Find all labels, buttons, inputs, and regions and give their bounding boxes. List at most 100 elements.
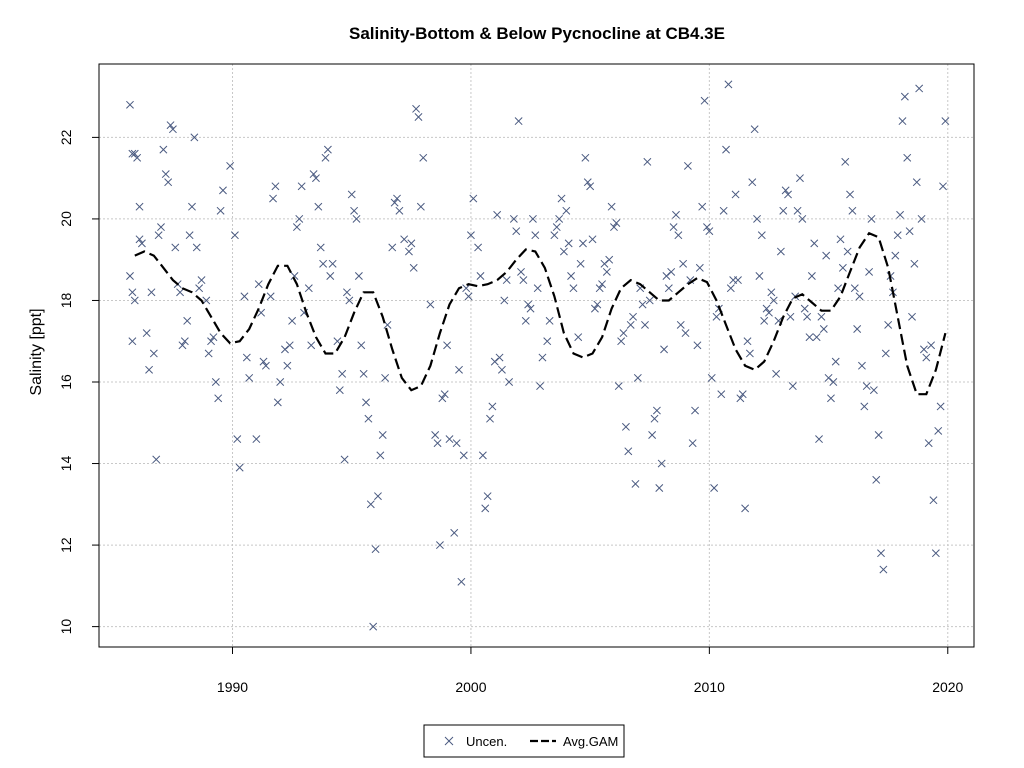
data-point <box>626 320 635 329</box>
data-point <box>598 280 607 289</box>
data-point <box>147 288 156 297</box>
data-point <box>290 272 299 280</box>
data-point <box>877 549 885 558</box>
data-point <box>526 304 535 313</box>
data-point <box>652 406 661 415</box>
legend-marker-uncen <box>444 736 454 746</box>
data-point <box>843 247 852 256</box>
data-point <box>450 528 459 537</box>
data-point <box>369 622 378 631</box>
data-point <box>884 320 893 329</box>
data-point <box>226 161 235 170</box>
data-point <box>881 349 890 358</box>
data-point <box>569 284 578 293</box>
data-point <box>629 312 638 321</box>
data-point <box>826 394 835 403</box>
gam-line <box>134 231 947 396</box>
data-point <box>481 504 490 513</box>
data-point <box>638 300 647 309</box>
data-point <box>364 414 373 423</box>
data-point <box>919 345 928 354</box>
data-point <box>266 292 275 301</box>
data-point <box>469 194 478 203</box>
data-point <box>276 378 285 386</box>
data-point <box>779 206 788 215</box>
data-point <box>564 239 573 248</box>
data-point <box>617 337 626 346</box>
data-point <box>195 284 204 293</box>
data-point <box>133 153 142 162</box>
data-point <box>211 378 220 386</box>
data-point <box>142 329 151 338</box>
data-point <box>865 267 874 276</box>
data-point <box>712 312 721 321</box>
data-point <box>457 577 466 586</box>
data-point <box>366 500 375 509</box>
data-point <box>683 161 692 170</box>
data-point <box>590 304 599 313</box>
data-point <box>667 267 676 276</box>
plot-frame <box>98 63 975 648</box>
data-point <box>857 361 866 370</box>
data-point <box>216 206 225 215</box>
data-point <box>898 117 907 126</box>
data-point <box>793 206 802 215</box>
data-point <box>314 202 323 211</box>
data-point <box>738 390 747 399</box>
data-point <box>567 272 576 280</box>
data-point <box>829 378 838 386</box>
data-point <box>126 272 134 280</box>
data-point <box>245 373 254 382</box>
data-point <box>304 284 313 293</box>
data-point <box>583 178 592 187</box>
data-point <box>326 272 335 280</box>
data-point <box>271 182 280 191</box>
data-point <box>621 422 630 431</box>
data-point <box>149 349 158 358</box>
y-tick-label: 14 <box>58 456 74 472</box>
data-point <box>803 312 812 321</box>
data-point <box>459 451 468 460</box>
data-point <box>879 565 888 574</box>
data-point <box>586 182 595 191</box>
data-point <box>784 190 792 199</box>
data-point <box>395 206 404 215</box>
data-point <box>669 223 678 232</box>
data-point <box>455 365 463 374</box>
data-point <box>307 341 316 350</box>
data-point <box>905 227 914 236</box>
data-point <box>929 496 938 505</box>
data-point <box>562 206 571 215</box>
data-point <box>176 288 185 297</box>
data-point <box>190 133 199 142</box>
x-tick-label: 2020 <box>932 679 963 695</box>
data-point <box>619 329 628 338</box>
data-point <box>128 288 137 297</box>
data-point <box>850 284 859 293</box>
data-point <box>698 202 707 211</box>
data-point <box>643 157 652 166</box>
data-point <box>273 398 282 407</box>
data-point <box>765 308 773 317</box>
data-point <box>734 276 742 285</box>
data-point <box>135 202 144 211</box>
data-point <box>416 202 425 211</box>
data-point <box>931 549 940 558</box>
data-point <box>219 186 227 195</box>
data-point <box>810 239 819 248</box>
data-point <box>917 214 926 223</box>
data-point <box>128 337 137 346</box>
data-point <box>552 223 561 232</box>
data-point <box>359 369 368 378</box>
data-point <box>285 341 294 350</box>
data-point <box>893 231 902 240</box>
data-point <box>767 288 776 297</box>
data-point <box>874 431 883 439</box>
data-point <box>343 288 351 297</box>
legend-label-gam: Avg.GAM <box>563 734 618 749</box>
data-point <box>207 337 216 346</box>
data-point <box>500 296 509 305</box>
data-point <box>891 251 900 260</box>
data-point <box>259 357 268 366</box>
